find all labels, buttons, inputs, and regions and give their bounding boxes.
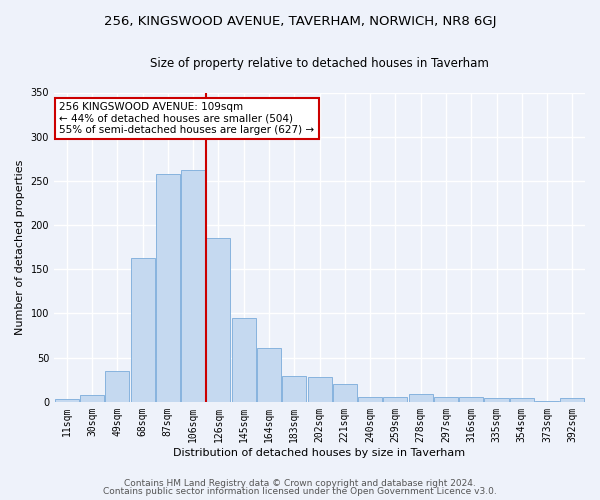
Title: Size of property relative to detached houses in Taverham: Size of property relative to detached ho… — [150, 58, 489, 70]
Text: 256, KINGSWOOD AVENUE, TAVERHAM, NORWICH, NR8 6GJ: 256, KINGSWOOD AVENUE, TAVERHAM, NORWICH… — [104, 15, 496, 28]
Bar — [535, 401, 559, 402]
Text: 256 KINGSWOOD AVENUE: 109sqm
← 44% of detached houses are smaller (504)
55% of s: 256 KINGSWOOD AVENUE: 109sqm ← 44% of de… — [59, 102, 314, 135]
Bar — [105, 371, 129, 402]
X-axis label: Distribution of detached houses by size in Taverham: Distribution of detached houses by size … — [173, 448, 466, 458]
Bar — [156, 174, 180, 402]
Text: Contains public sector information licensed under the Open Government Licence v3: Contains public sector information licen… — [103, 487, 497, 496]
Bar — [510, 398, 534, 402]
Bar — [282, 376, 306, 402]
Bar — [358, 396, 382, 402]
Text: Contains HM Land Registry data © Crown copyright and database right 2024.: Contains HM Land Registry data © Crown c… — [124, 478, 476, 488]
Bar — [484, 398, 509, 402]
Bar — [55, 399, 79, 402]
Bar — [206, 238, 230, 402]
Bar — [383, 396, 407, 402]
Bar — [333, 384, 357, 402]
Bar — [459, 398, 483, 402]
Bar — [308, 377, 332, 402]
Bar — [434, 396, 458, 402]
Bar — [257, 348, 281, 402]
Bar — [232, 318, 256, 402]
Y-axis label: Number of detached properties: Number of detached properties — [15, 160, 25, 335]
Bar — [409, 394, 433, 402]
Bar — [80, 395, 104, 402]
Bar — [181, 170, 205, 402]
Bar — [560, 398, 584, 402]
Bar — [131, 258, 155, 402]
